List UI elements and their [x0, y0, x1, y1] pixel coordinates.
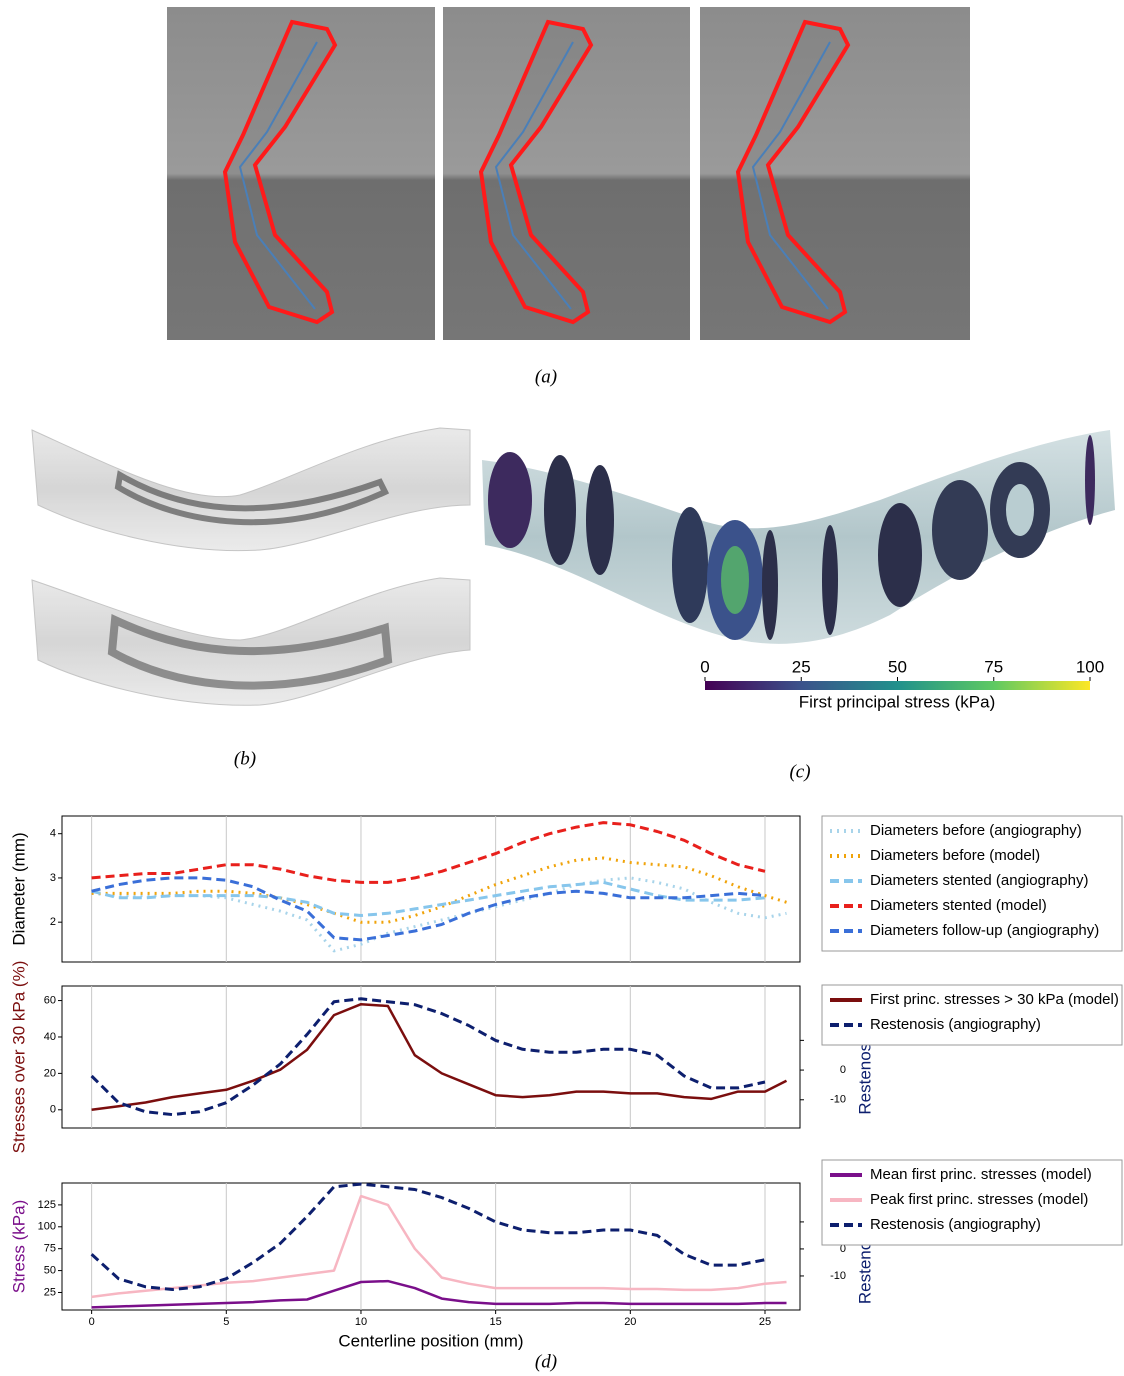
series-line [92, 999, 765, 1115]
series-line [92, 823, 765, 883]
y2-tick-label: -10 [830, 1094, 846, 1106]
caption: (c) [789, 761, 810, 782]
y-axis-label: Stresses over 30 kPa (%) [9, 961, 28, 1154]
colorbar-scale [705, 681, 1090, 690]
legend-label: First princ. stresses > 30 kPa (model) [870, 991, 1119, 1008]
stress-render [482, 430, 1115, 644]
caption: (b) [234, 748, 256, 769]
colorbar-tick-label: 0 [700, 657, 709, 676]
stent-models [32, 428, 470, 705]
colorbar: First principal stress (kPa) 0 25 50 75 100 [700, 657, 1104, 711]
series-line [92, 1196, 787, 1297]
series-line [92, 1184, 765, 1289]
x-axis-label: Centerline position (mm) [338, 1331, 523, 1350]
y-tick-label: 40 [44, 1031, 56, 1043]
x-tick-label: 25 [759, 1316, 771, 1328]
legend-label: Peak first princ. stresses (model) [870, 1191, 1088, 1208]
legend-label: Diameters before (model) [870, 847, 1040, 864]
legend-label: Diameters follow-up (angiography) [870, 922, 1099, 939]
legend-label: Diameters stented (model) [870, 897, 1047, 914]
legend-label: Restenosis (angiography) [870, 1016, 1041, 1033]
y-tick-label: 50 [44, 1264, 56, 1276]
x-tick-label: 15 [490, 1316, 502, 1328]
y2-tick-label: -10 [830, 1270, 846, 1282]
series-line [92, 882, 765, 915]
y-tick-label: 2 [50, 916, 56, 928]
legend-label: Diameters before (angiography) [870, 822, 1082, 839]
y-tick-label: 3 [50, 872, 56, 884]
legend-label: Mean first princ. stresses (model) [870, 1166, 1092, 1183]
y-tick-label: 125 [38, 1199, 56, 1211]
y-axis-label: Stress (kPa) [9, 1200, 28, 1294]
legend-label: Diameters stented (angiography) [870, 872, 1088, 889]
y2-tick-label: 0 [840, 1064, 846, 1076]
y-tick-label: 60 [44, 994, 56, 1006]
x-tick-label: 0 [89, 1316, 95, 1328]
x-tick-label: 5 [223, 1316, 229, 1328]
y-tick-label: 100 [38, 1221, 56, 1233]
legend-label: Restenosis (angiography) [870, 1216, 1041, 1233]
caption: (d) [535, 1351, 557, 1372]
x-tick-label: 20 [624, 1316, 636, 1328]
figure: (a) (b) First principal stress (kPa) 025… [0, 0, 1124, 1376]
colorbar-label: First principal stress (kPa) [799, 692, 995, 711]
colorbar-tick-label: 75 [984, 657, 1003, 676]
colorbar-tick-label: 50 [888, 657, 907, 676]
colorbar-tick-label: 25 [792, 657, 811, 676]
series-line [92, 878, 787, 951]
plot-frame [62, 986, 800, 1128]
y-tick-label: 20 [44, 1067, 56, 1079]
y-tick-label: 75 [44, 1243, 56, 1255]
series-line [92, 1004, 787, 1110]
caption: (a) [535, 366, 557, 387]
plot-frame [62, 816, 800, 962]
series-line [92, 878, 765, 940]
y-tick-label: 0 [50, 1104, 56, 1116]
y-tick-label: 25 [44, 1286, 56, 1298]
series-line [92, 858, 787, 922]
y-axis-label: Diameter (mm) [9, 832, 28, 945]
chart: 2 3 4 Diameter (mm) Diameters before (angiog… [9, 816, 1122, 962]
y-tick-label: 4 [50, 828, 56, 840]
angiogram-panel [167, 7, 970, 340]
x-tick-label: 10 [355, 1316, 367, 1328]
colorbar-tick-label: 100 [1076, 657, 1104, 676]
